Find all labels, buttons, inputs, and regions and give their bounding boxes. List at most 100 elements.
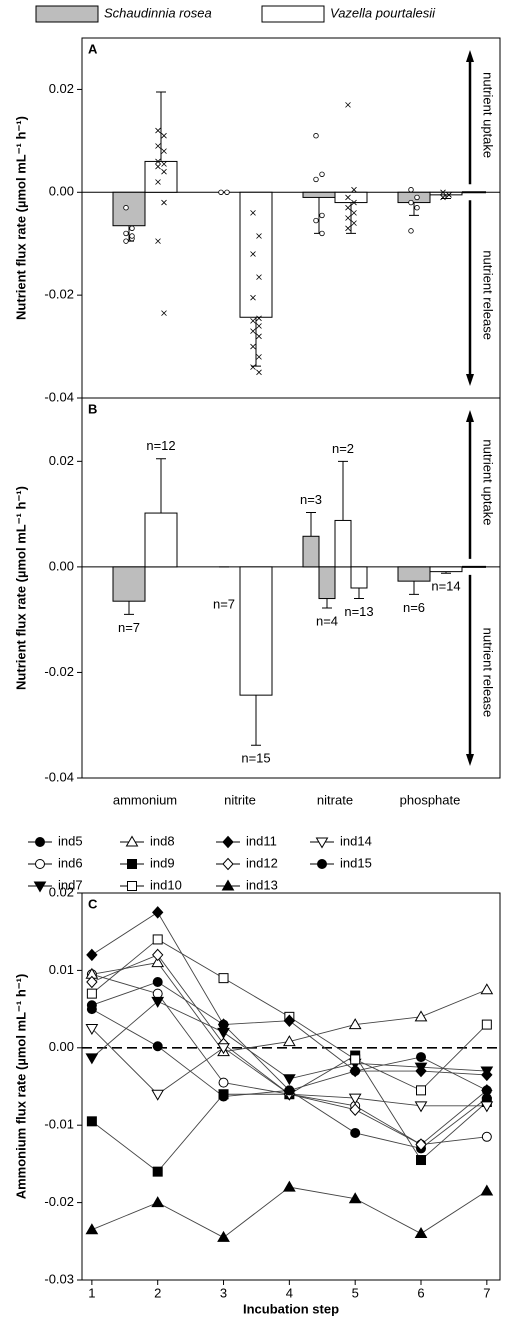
series-line [91, 1186, 488, 1238]
legend-marker [33, 881, 47, 893]
y-axis-label: Nutrient flux rate (µmol mL⁻¹ h⁻¹) [13, 116, 28, 320]
legend-marker [315, 837, 329, 849]
y-tick-label: -0.03 [44, 1271, 74, 1286]
data-point [414, 1010, 428, 1022]
value-label: n=14 [431, 579, 460, 594]
data-point [123, 230, 129, 237]
x-tick-label: nitrate [317, 792, 353, 807]
data-point [348, 1093, 362, 1105]
data-point [85, 1223, 99, 1235]
data-point [415, 1064, 427, 1078]
data-point [155, 143, 161, 149]
data-point [256, 354, 262, 360]
x-tick-label: 2 [154, 1285, 161, 1300]
y-tick-label: -0.04 [44, 769, 74, 784]
data-point [250, 318, 256, 324]
data-point [151, 956, 165, 968]
data-point [123, 205, 129, 211]
data-point [345, 102, 351, 108]
legend-label: ind13 [246, 877, 278, 892]
value-label: n=3 [300, 492, 322, 507]
data-point [155, 163, 161, 170]
bar [334, 519, 352, 568]
error-bar [306, 512, 316, 537]
x-tick-label: 6 [417, 1285, 424, 1300]
data-point [224, 189, 230, 195]
data-point [250, 210, 256, 216]
data-point [151, 1089, 165, 1101]
bar [429, 191, 463, 196]
data-point [218, 189, 224, 195]
y-tick-label: -0.02 [44, 1194, 74, 1209]
value-label: n=7 [118, 620, 140, 635]
series-line [91, 973, 487, 1146]
y-tick-label: 0.02 [49, 453, 74, 468]
legend-label: ind9 [150, 855, 175, 870]
data-point [481, 1085, 492, 1096]
panel-label: C [88, 896, 98, 911]
x-tick-label: ammonium [113, 792, 177, 807]
x-tick-label: 1 [88, 1285, 95, 1300]
series-line [91, 1054, 488, 1173]
data-point [480, 1184, 494, 1196]
error-bar [346, 202, 356, 234]
bar [302, 191, 336, 198]
bar [239, 566, 273, 696]
legend-marker [127, 881, 137, 891]
data-point [282, 1035, 296, 1047]
data-point [348, 1018, 362, 1030]
legend-swatch [35, 5, 99, 23]
data-point [350, 1066, 361, 1077]
data-point [480, 983, 494, 995]
data-point [446, 192, 452, 198]
data-point [440, 189, 446, 196]
data-point [152, 934, 163, 945]
data-point [351, 220, 357, 226]
data-point [86, 1004, 97, 1015]
legend-marker [222, 835, 234, 849]
x-tick-label: nitrite [224, 792, 256, 807]
data-point [86, 948, 98, 962]
bar [429, 566, 463, 573]
data-point [152, 1041, 163, 1052]
y-axis-label: Ammonium flux rate (µmol mL⁻¹ h⁻¹) [13, 974, 28, 1200]
data-point [217, 1043, 230, 1055]
data-point [161, 199, 167, 206]
data-point [414, 194, 420, 201]
data-point [152, 977, 163, 988]
error-bar [156, 458, 166, 514]
series-line [91, 911, 487, 1076]
x-tick-label: 4 [286, 1285, 293, 1300]
data-point [250, 294, 256, 301]
bar [112, 566, 146, 602]
data-point [161, 161, 167, 167]
legend-label: ind14 [340, 833, 372, 848]
value-label: n=6 [403, 600, 425, 615]
error-bar [354, 588, 364, 600]
annotation: nutrient uptake [481, 72, 496, 158]
data-point [155, 158, 161, 165]
bar [239, 191, 273, 318]
data-point [256, 369, 262, 376]
data-point [481, 1068, 493, 1082]
bar [397, 191, 431, 204]
data-point [161, 148, 167, 154]
data-point [161, 132, 167, 139]
data-point [414, 1101, 428, 1113]
data-point [481, 1019, 492, 1030]
error-bar [409, 202, 419, 216]
data-point [152, 948, 164, 962]
value-label: n=4 [316, 613, 338, 628]
data-point [408, 228, 414, 234]
data-point [283, 1014, 296, 1027]
data-point [319, 212, 325, 219]
panel-label: A [88, 41, 98, 56]
data-point [256, 233, 262, 239]
legend-label: Vazella pourtalesii [330, 5, 436, 20]
legend-marker [222, 857, 234, 871]
value-label: n=7 [213, 596, 235, 611]
data-point [256, 315, 262, 322]
y-tick-label: -0.01 [44, 1117, 74, 1132]
y-tick-label: 0.01 [49, 962, 74, 977]
